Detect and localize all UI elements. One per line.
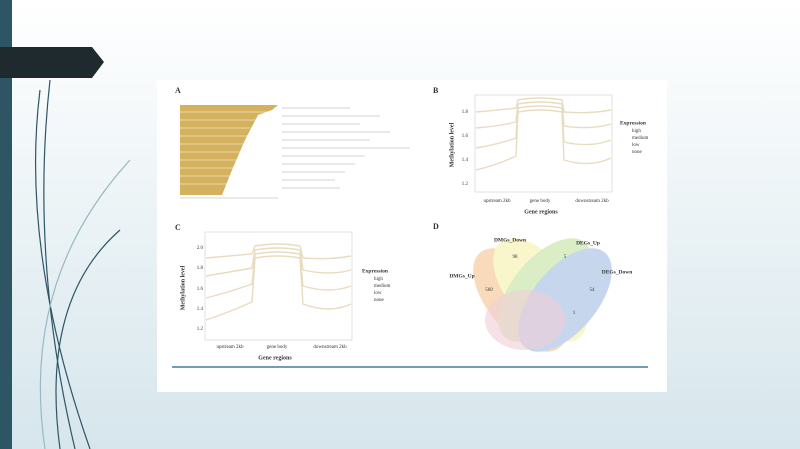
x-axis-label: Gene regions	[524, 209, 558, 215]
count-label: 560	[485, 288, 493, 293]
panel-label: B	[433, 86, 439, 95]
legend-item: medium	[632, 136, 648, 141]
y-tick-label: 1.6	[462, 134, 469, 139]
panel-a-bars	[180, 105, 410, 199]
count-label: 98	[513, 255, 519, 260]
y-tick-label: 2.0	[197, 246, 204, 251]
x-tick-label: upstream 2kb	[483, 199, 511, 204]
plot-frame	[474, 94, 613, 193]
set-label: DMGs_Up	[449, 273, 474, 279]
x-tick-label: gene body	[530, 199, 551, 204]
y-tick-label: 1.4	[197, 307, 204, 312]
count-label: 5	[564, 255, 567, 260]
title-arrow	[0, 47, 104, 78]
x-tick-label: upstream 2kb	[216, 345, 244, 350]
x-tick-label: downstream 2kb	[575, 199, 609, 204]
legend-item: high	[374, 277, 383, 282]
legend-title: Expression	[362, 268, 388, 274]
legend-item: none	[632, 150, 643, 155]
legend-item: low	[632, 143, 640, 148]
panel-label: D	[433, 222, 439, 231]
venn-ellipses	[473, 238, 612, 352]
panel-label: C	[175, 223, 181, 232]
legend-item: high	[632, 129, 641, 134]
y-axis-label: Methylation level	[449, 122, 455, 167]
legend-item: low	[374, 291, 382, 296]
legend-title: Expression	[620, 120, 646, 126]
y-tick-label: 1.8	[462, 110, 469, 115]
y-tick-label: 1.8	[197, 266, 204, 271]
plot-frame	[204, 231, 353, 341]
x-tick-label: gene body	[267, 345, 288, 350]
y-axis-label: Methylation level	[180, 265, 186, 310]
set-label: DMGs_Down	[494, 237, 526, 243]
set-label: DEGs_Up	[576, 240, 600, 246]
x-tick-label: downstream 2kb	[313, 345, 347, 350]
side-strip	[0, 0, 12, 449]
methylation-curves	[475, 97, 612, 171]
decor-curves	[35, 79, 131, 449]
y-tick-label: 1.4	[462, 158, 469, 163]
x-axis-label: Gene regions	[258, 355, 292, 361]
panel-label: A	[175, 86, 181, 95]
count-label: 54	[590, 288, 596, 293]
y-tick-label: 1.6	[197, 287, 204, 292]
y-tick-label: 1.2	[197, 327, 204, 332]
set-label: DEGs_Down	[602, 269, 633, 275]
count-label: 1	[573, 311, 576, 316]
legend-item: medium	[374, 284, 390, 289]
legend-item: none	[374, 298, 385, 303]
y-tick-label: 1.2	[462, 182, 469, 187]
methylation-curves	[205, 243, 352, 321]
